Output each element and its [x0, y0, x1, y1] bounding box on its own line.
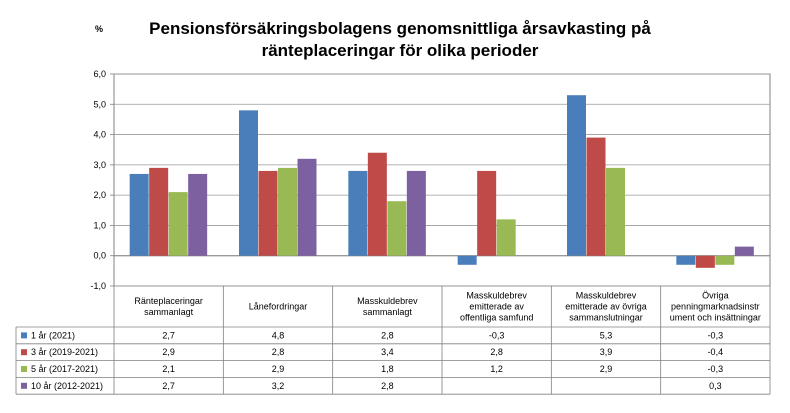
y-tick-label: 3,0 — [93, 160, 106, 170]
category-label: Masskuldebrev — [576, 291, 637, 301]
bar — [367, 152, 387, 256]
bar — [406, 170, 426, 256]
data-label: 2,9 — [272, 364, 285, 374]
category-label: Masskuldebrev — [357, 296, 418, 306]
plot-area — [113, 73, 771, 287]
legend-label: 1 år (2021) — [31, 330, 75, 340]
data-label: 5,3 — [600, 330, 613, 340]
bar — [387, 201, 407, 256]
y-tick-label: 1,0 — [93, 220, 106, 230]
bar — [496, 219, 516, 256]
bar — [676, 255, 696, 265]
bar — [149, 167, 169, 256]
bar — [567, 95, 586, 256]
bar — [168, 192, 188, 256]
bar — [586, 137, 606, 256]
data-label: 2,8 — [272, 347, 285, 357]
category-label: ument och insättningar — [670, 313, 761, 323]
y-tick-label: 2,0 — [93, 190, 106, 200]
legend-swatch — [21, 382, 27, 389]
category-label: sammanlagt — [363, 307, 413, 317]
bar — [129, 173, 149, 256]
category-label: sammanslutningar — [569, 313, 643, 323]
data-label: 1,8 — [381, 364, 394, 374]
bar — [457, 255, 477, 265]
data-label: 4,8 — [272, 330, 285, 340]
category-label: Lånefordringar — [249, 302, 308, 312]
bar — [258, 170, 278, 256]
y-tick-label: -1,0 — [90, 281, 106, 291]
data-label: 3,9 — [600, 347, 613, 357]
bar — [695, 255, 715, 268]
data-label: 2,9 — [162, 347, 175, 357]
bar — [734, 246, 754, 256]
category-label: sammanlagt — [144, 307, 194, 317]
data-label: -0,4 — [708, 347, 724, 357]
data-label: 0,3 — [709, 381, 722, 391]
legend-swatch — [21, 332, 27, 339]
y-tick-label: 5,0 — [93, 99, 106, 109]
bar — [239, 110, 258, 256]
category-label: offentliga samfund — [460, 313, 533, 323]
y-tick-label: 4,0 — [93, 130, 106, 140]
data-label: 2,8 — [381, 330, 394, 340]
legend-swatch — [21, 366, 27, 372]
data-label: 2,9 — [600, 364, 613, 374]
data-label: 3,4 — [381, 347, 394, 357]
legend-swatch — [21, 349, 27, 356]
bar — [477, 170, 497, 256]
legend-label: 10 år (2012-2021) — [31, 381, 103, 391]
category-label: Ränteplaceringar — [134, 296, 203, 306]
data-label: 3,2 — [272, 381, 285, 391]
data-label: -0,3 — [708, 330, 724, 340]
category-label: Masskuldebrev — [466, 291, 527, 301]
legend-label: 3 år (2019-2021) — [31, 347, 98, 357]
bar — [188, 173, 208, 256]
data-label: -0,3 — [489, 330, 505, 340]
data-label: 2,8 — [490, 347, 503, 357]
data-label: 1,2 — [490, 364, 503, 374]
bar — [297, 158, 317, 256]
bar — [715, 255, 735, 265]
data-label: 2,7 — [162, 330, 175, 340]
legend-label: 5 år (2017-2021) — [31, 364, 98, 374]
category-label: emitterade av — [469, 302, 524, 312]
bar — [278, 167, 297, 256]
y-tick-label: 0,0 — [93, 251, 106, 261]
data-label: 2,7 — [162, 381, 175, 391]
category-label: penningmarknadsinstr — [671, 302, 760, 312]
y-tick-label: 6,0 — [93, 69, 106, 79]
data-label: 2,1 — [162, 364, 175, 374]
y-axis-unit: % — [95, 24, 104, 34]
data-label: 2,8 — [381, 381, 394, 391]
data-label: -0,3 — [708, 364, 724, 374]
category-label: emitterade av övriga — [565, 302, 647, 312]
bar — [348, 170, 368, 256]
category-label: Övriga — [702, 291, 729, 301]
chart-title: Pensionsförsäkringsbolagens genomsnittli… — [149, 19, 651, 60]
bar — [606, 167, 625, 256]
